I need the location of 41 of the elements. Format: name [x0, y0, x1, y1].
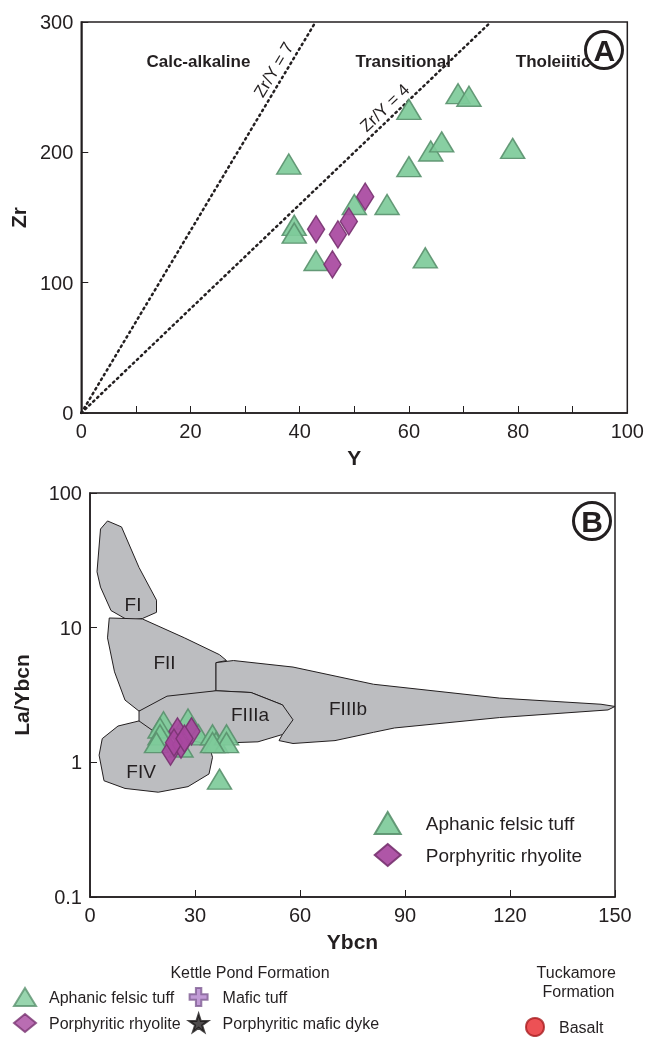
y-axis-title: Zr	[7, 207, 30, 228]
x-tick-label: 80	[506, 420, 530, 442]
x-tick-label: 60	[397, 420, 421, 442]
y-tick-label: 200	[39, 141, 74, 164]
x-tick-label: 20	[179, 420, 202, 442]
legend-label: Basalt	[559, 1018, 605, 1036]
x-tick-label: 60	[288, 904, 312, 926]
annotation: Transitional	[355, 51, 451, 71]
y-tick-label: 100	[48, 482, 82, 504]
x-axis-title: Ybcn	[326, 930, 379, 953]
x-tick-label: 150	[598, 904, 632, 926]
legend-label: Porphyritic rhyolite	[49, 1014, 181, 1032]
series-label: FIV	[126, 761, 157, 783]
y-tick-label: 300	[39, 11, 74, 33]
y-tick-label: 0	[62, 402, 74, 424]
legend-label: Aphanic felsic tuff	[49, 988, 175, 1006]
x-tick-label: 0	[84, 904, 96, 926]
x-axis-title: Y	[347, 446, 362, 469]
series-label: FIIIb	[328, 698, 368, 720]
legend-label: Aphanic felsic tuff	[425, 812, 576, 834]
legend-title: Kettle Pond Formation	[170, 964, 330, 981]
x-tick-label: 120	[493, 904, 527, 926]
y-tick-label: 0.1	[54, 886, 82, 908]
x-tick-label: 40	[288, 420, 311, 442]
x-tick-label: 100	[610, 420, 644, 442]
series-label: FIIIa	[230, 704, 270, 726]
legend-title: Tuckamore Formation	[536, 964, 621, 1000]
x-tick-label: 30	[183, 904, 207, 926]
y-axis-title: La/Ybcn	[10, 654, 33, 736]
legend-label: Porphyritic mafic dyke	[222, 1014, 380, 1032]
x-tick-label: 90	[393, 904, 417, 926]
series-label: FII	[153, 652, 176, 674]
annotation: Tholeiitic	[515, 51, 591, 71]
legend-label: Porphyritic rhyolite	[425, 844, 582, 866]
y-tick-label: 10	[59, 616, 82, 639]
legend-label: Mafic tuff	[222, 988, 288, 1006]
annotation: Calc-alkaline	[146, 51, 251, 71]
y-tick-label: 100	[39, 271, 74, 294]
series-label: FI	[124, 594, 142, 616]
circle-badge: B	[572, 501, 612, 541]
y-tick-label: 1	[70, 751, 82, 774]
